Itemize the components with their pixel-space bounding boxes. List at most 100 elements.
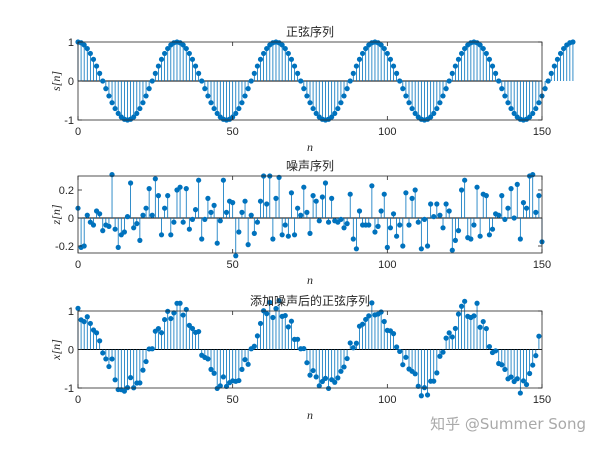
y-tick-label: -1: [64, 383, 74, 395]
data-point: [570, 39, 576, 45]
data-point: [378, 208, 384, 214]
data-point: [319, 194, 325, 200]
data-point: [152, 176, 158, 182]
data-point: [245, 86, 251, 92]
data-point: [499, 362, 505, 368]
data-point: [257, 198, 264, 204]
chart-title: 添加噪声后的正弦序列: [250, 293, 370, 308]
data-point: [369, 183, 375, 189]
x-tick-label: 0: [75, 394, 81, 406]
data-point: [363, 45, 369, 52]
data-point: [437, 353, 443, 359]
data-point: [189, 56, 196, 62]
y-axis-label: x[n]: [49, 339, 63, 361]
data-point: [186, 50, 192, 57]
data-point: [242, 198, 248, 204]
data-point: [264, 201, 270, 207]
data-point: [458, 50, 465, 57]
data-point: [316, 383, 322, 389]
data-point: [325, 385, 332, 392]
data-point: [279, 42, 285, 48]
data-point: [149, 212, 155, 218]
data-point: [542, 86, 548, 92]
data-point: [449, 70, 455, 76]
data-point: [356, 56, 363, 62]
data-point: [496, 212, 502, 218]
data-point: [462, 45, 468, 52]
data-point: [245, 361, 251, 367]
data-point: [458, 187, 465, 193]
data-point: [155, 325, 162, 332]
y-tick-label: -1: [64, 115, 74, 127]
data-point: [557, 50, 564, 57]
data-point: [415, 383, 421, 389]
data-point: [353, 246, 359, 252]
data-point: [443, 335, 449, 341]
data-point: [486, 344, 493, 350]
data-point: [356, 208, 363, 214]
data-point: [310, 193, 316, 199]
data-point: [106, 363, 112, 370]
data-point: [307, 230, 313, 236]
data-point: [236, 229, 242, 235]
data-point: [449, 334, 455, 340]
data-point: [177, 300, 183, 306]
data-point: [307, 100, 313, 106]
data-point: [205, 195, 211, 201]
data-point: [233, 110, 239, 117]
data-point: [548, 70, 554, 76]
x-tick-label: 100: [378, 126, 396, 138]
y-tick-label: 0.2: [59, 185, 74, 197]
data-point: [87, 50, 93, 57]
data-point: [239, 366, 245, 372]
data-point: [462, 298, 468, 304]
x-tick-label: 100: [378, 259, 396, 271]
data-point: [400, 243, 406, 249]
data-point: [551, 63, 557, 69]
data-point: [397, 222, 403, 228]
data-point: [295, 336, 301, 342]
data-point: [381, 318, 387, 325]
data-point: [285, 233, 291, 239]
data-point: [313, 374, 319, 380]
data-point: [112, 226, 118, 232]
data-point: [452, 325, 458, 332]
data-point: [208, 209, 214, 215]
data-point: [489, 63, 496, 69]
data-point: [372, 229, 378, 235]
data-point: [527, 114, 533, 120]
data-point: [505, 100, 511, 106]
data-point: [236, 377, 242, 384]
y-tick-label: 0: [68, 76, 74, 88]
data-point: [347, 340, 353, 346]
data-point: [220, 177, 226, 183]
data-point: [301, 345, 307, 352]
x-tick-label: 100: [378, 394, 396, 406]
data-point: [322, 375, 329, 381]
data-point: [131, 114, 137, 120]
data-point: [217, 383, 223, 389]
data-point: [245, 242, 251, 248]
data-point: [394, 344, 400, 350]
data-point: [270, 314, 276, 321]
data-point: [508, 186, 514, 192]
data-point: [489, 226, 496, 232]
data-point: [288, 56, 295, 62]
data-point: [533, 105, 539, 112]
data-point: [514, 376, 520, 382]
data-point: [121, 388, 127, 394]
data-point: [155, 63, 162, 69]
data-point: [329, 195, 335, 201]
data-point: [180, 219, 186, 225]
data-point: [239, 100, 245, 106]
data-point: [434, 105, 440, 112]
data-point: [168, 315, 174, 322]
data-point: [261, 50, 267, 57]
data-point: [282, 312, 288, 319]
data-point: [211, 105, 217, 112]
data-point: [403, 354, 409, 360]
data-point: [276, 297, 282, 304]
data-point: [517, 390, 523, 396]
data-point: [502, 366, 508, 373]
